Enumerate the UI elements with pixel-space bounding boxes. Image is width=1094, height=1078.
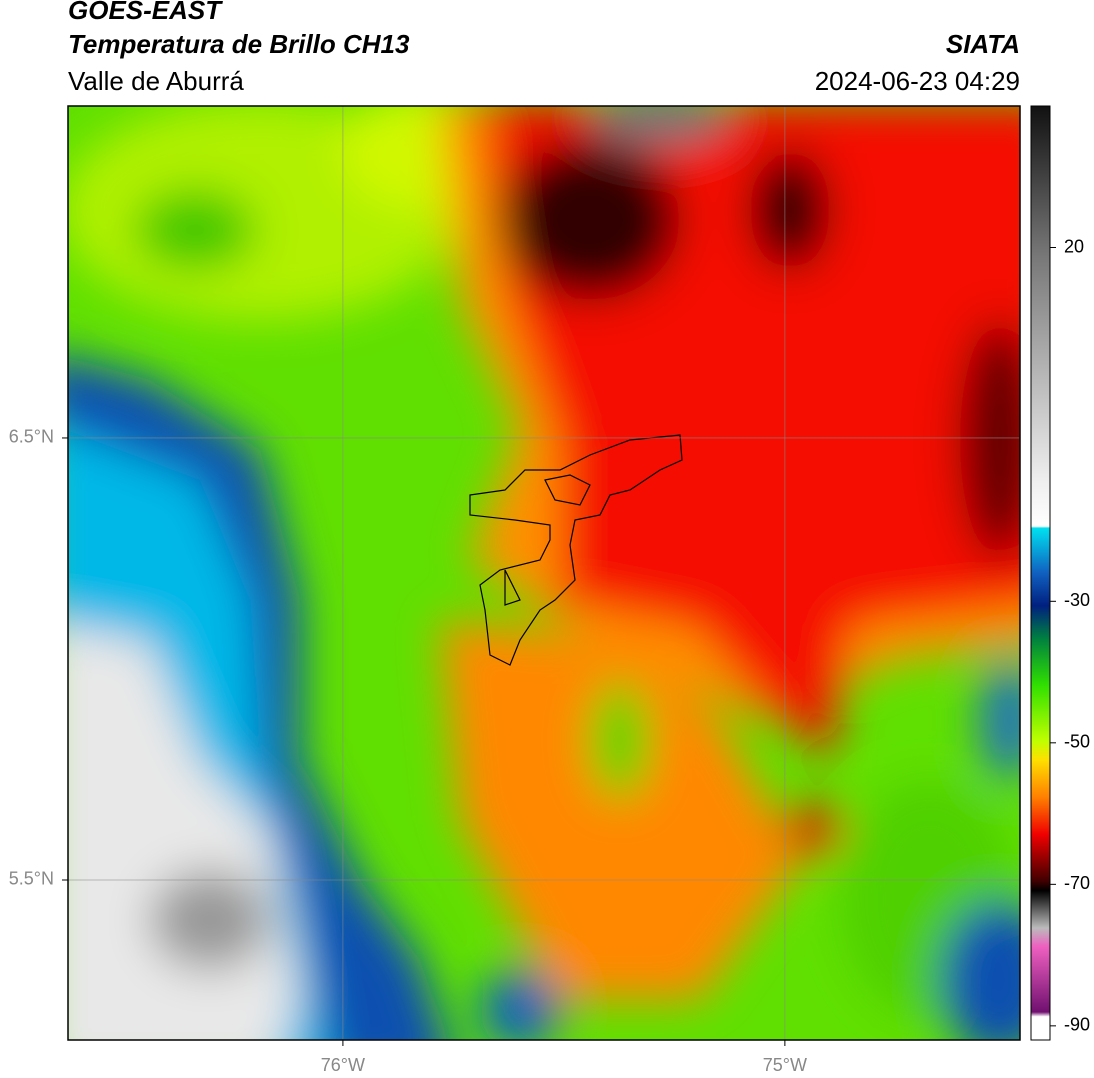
colorbar-ticks: 20 -30 -50 -70 -90 (1050, 236, 1090, 1035)
lat-label: 6.5°N (9, 427, 54, 447)
source: SIATA (946, 29, 1020, 59)
colorbar (1030, 105, 1051, 1041)
lon-label: 75°W (763, 1055, 807, 1075)
title: GOES-EAST (68, 0, 223, 25)
graticule: 76°W 75°W 6.5°N 5.5°N (9, 106, 1020, 1075)
colorbar-tick-label: 20 (1064, 236, 1084, 256)
subtitle: Temperatura de Brillo CH13 (68, 29, 410, 59)
lat-label: 5.5°N (9, 869, 54, 889)
lon-label: 76°W (321, 1055, 365, 1075)
region: Valle de Aburrá (68, 66, 244, 96)
colorbar-tick-label: -90 (1064, 1015, 1090, 1035)
colorbar-tick-label: -50 (1064, 732, 1090, 752)
timestamp: 2024-06-23 04:29 (815, 66, 1020, 96)
valley-outline (469, 434, 683, 666)
colorbar-tick-label: -70 (1064, 873, 1090, 893)
colorbar-tick-label: -30 (1064, 590, 1090, 610)
map-frame (67, 105, 1021, 1041)
satellite-image (68, 106, 1020, 1040)
